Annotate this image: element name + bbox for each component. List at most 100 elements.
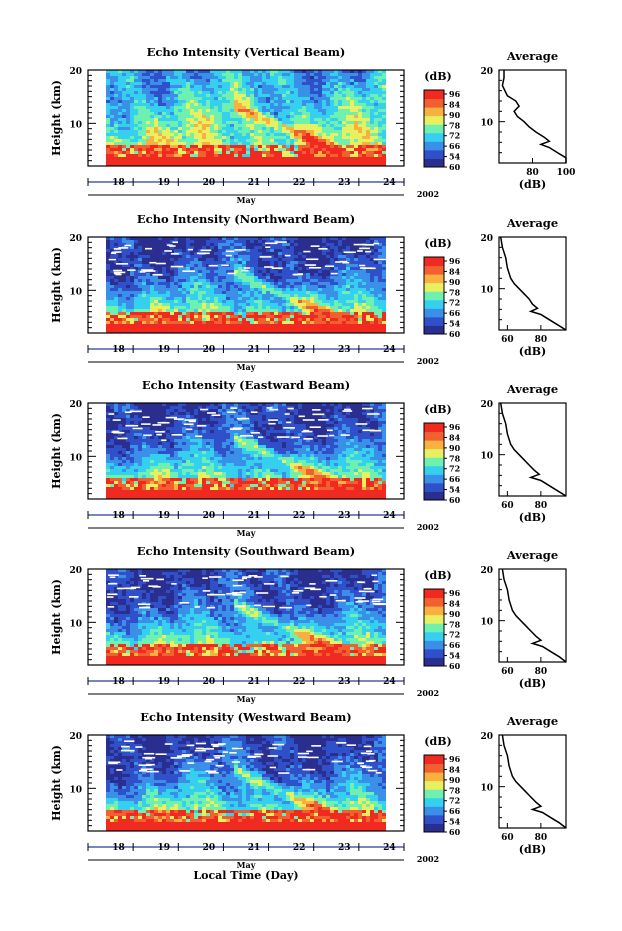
heatmap-cell xyxy=(146,115,150,118)
heatmap-cell xyxy=(286,151,290,154)
heatmap-cell xyxy=(258,106,262,109)
heatmap-cell xyxy=(358,133,362,136)
heatmap-cell xyxy=(310,312,314,315)
heatmap-cell xyxy=(170,118,174,121)
heatmap-cell xyxy=(330,82,334,85)
heatmap-cell xyxy=(382,261,386,264)
heatmap-cell xyxy=(166,261,170,264)
heatmap-cell xyxy=(146,312,150,315)
heatmap-cell xyxy=(226,73,230,76)
heatmap-cell xyxy=(174,115,178,118)
heatmap-cell xyxy=(242,324,246,327)
heatmap-cell xyxy=(178,106,182,109)
heatmap-cell xyxy=(282,249,286,252)
heatmap-cell xyxy=(134,118,138,121)
heatmap-cell xyxy=(338,151,342,154)
heatmap-cell xyxy=(254,318,258,321)
heatmap-cell xyxy=(190,264,194,267)
heatmap-cell xyxy=(198,127,202,130)
heatmap-cell xyxy=(182,297,186,300)
heatmap-cell xyxy=(210,318,214,321)
heatmap-cell xyxy=(298,270,302,273)
heatmap-cell xyxy=(334,270,338,273)
heatmap-cell xyxy=(290,324,294,327)
heatmap-cell xyxy=(122,97,126,100)
heatmap-cell xyxy=(190,409,194,412)
data-gap xyxy=(339,260,348,263)
heatmap-cell xyxy=(338,70,342,73)
data-gap xyxy=(208,264,218,267)
heatmap-cell xyxy=(302,249,306,252)
heatmap-cell xyxy=(262,246,266,249)
heatmap-cell xyxy=(214,103,218,106)
heatmap-cell xyxy=(162,237,166,240)
heatmap-cell xyxy=(278,294,282,297)
heatmap-cell xyxy=(286,403,290,406)
heatmap-cell xyxy=(174,124,178,127)
heatmap-cell xyxy=(230,82,234,85)
heatmap-cell xyxy=(122,130,126,133)
heatmap-cell xyxy=(262,243,266,246)
heatmap-cell xyxy=(122,106,126,109)
heatmap-cell xyxy=(270,91,274,94)
chart-panel-1: Echo Intensity (Northward Beam)2010Heigh… xyxy=(50,212,567,372)
heatmap-cell xyxy=(294,142,298,145)
heatmap-cell xyxy=(230,258,234,261)
heatmap-cell xyxy=(158,258,162,261)
heatmap-cell xyxy=(166,255,170,258)
heatmap-cell xyxy=(182,127,186,130)
heatmap-cell xyxy=(342,79,346,82)
heatmap-cell xyxy=(290,237,294,240)
heatmap-cell xyxy=(262,318,266,321)
heatmap-cell xyxy=(214,139,218,142)
heatmap-cell xyxy=(278,330,282,333)
heatmap-cell xyxy=(202,139,206,142)
heatmap-cell xyxy=(106,291,110,294)
heatmap-cell xyxy=(286,142,290,145)
heatmap-cell xyxy=(170,309,174,312)
heatmap-cell xyxy=(298,133,302,136)
heatmap-cell xyxy=(362,330,366,333)
heatmap-cell xyxy=(290,300,294,303)
heatmap-cell xyxy=(138,318,142,321)
heatmap-cell xyxy=(382,97,386,100)
heatmap-cell xyxy=(310,139,314,142)
heatmap-cell xyxy=(186,118,190,121)
heatmap-cell xyxy=(226,112,230,115)
heatmap-cell xyxy=(178,288,182,291)
heatmap-cell xyxy=(366,154,370,157)
heatmap-cell xyxy=(162,270,166,273)
heatmap-cell xyxy=(210,145,214,148)
data-gap xyxy=(365,244,375,246)
heatmap-cell xyxy=(362,324,366,327)
heatmap-cell xyxy=(258,76,262,79)
heatmap-cell xyxy=(246,303,250,306)
heatmap-cell xyxy=(378,321,382,324)
heatmap-cell xyxy=(226,97,230,100)
heatmap-cell xyxy=(126,312,130,315)
heatmap-cell xyxy=(194,76,198,79)
data-gap xyxy=(359,264,366,267)
heatmap-cell xyxy=(238,118,242,121)
heatmap-cell xyxy=(362,282,366,285)
heatmap-cell xyxy=(318,118,322,121)
heatmap-cell xyxy=(290,403,294,406)
heatmap-cell xyxy=(142,255,146,258)
heatmap-cell xyxy=(270,303,274,306)
heatmap-cell xyxy=(106,145,110,148)
heatmap-cell xyxy=(366,282,370,285)
heatmap-cell xyxy=(142,291,146,294)
heatmap-cell xyxy=(366,139,370,142)
heatmap-cell xyxy=(234,100,238,103)
heatmap-cell xyxy=(118,115,122,118)
heatmap-cell xyxy=(186,94,190,97)
heatmap-cell xyxy=(350,76,354,79)
heatmap-cell xyxy=(290,264,294,267)
heatmap-cell xyxy=(294,249,298,252)
heatmap-cell xyxy=(318,264,322,267)
heatmap-cell xyxy=(334,318,338,321)
heatmap-cell xyxy=(118,261,122,264)
heatmap-cell xyxy=(294,103,298,106)
heatmap-cell xyxy=(378,160,382,163)
heatmap-cell xyxy=(290,160,294,163)
